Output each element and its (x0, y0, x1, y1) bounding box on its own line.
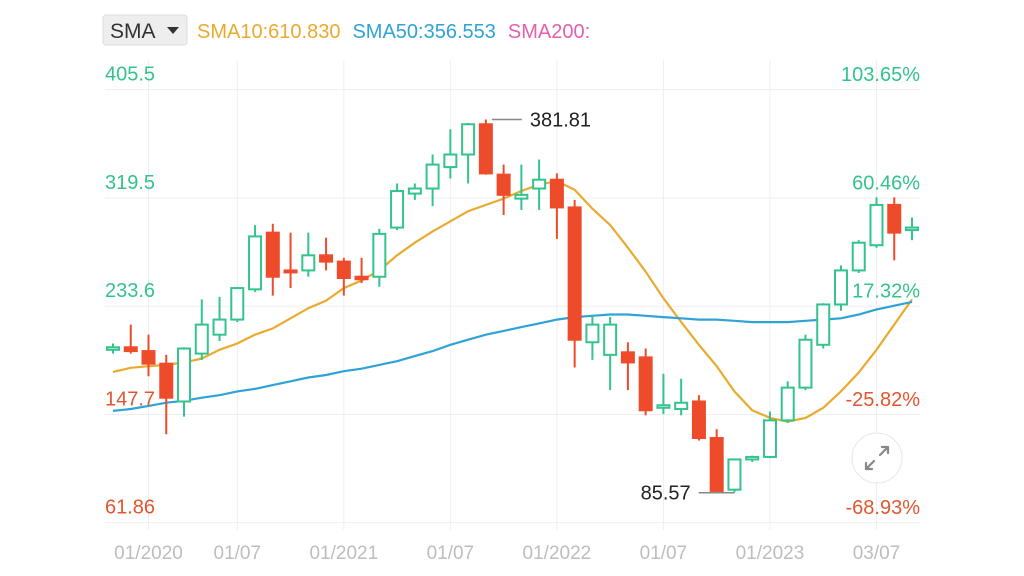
dropdown-bg[interactable] (102, 14, 188, 46)
expand-button[interactable] (851, 432, 903, 484)
grid (105, 60, 920, 530)
x-tick-label: 01/2021 (309, 543, 378, 564)
x-tick-label: 01/2022 (523, 543, 592, 564)
candle-body (319, 254, 334, 263)
candle-body (638, 356, 653, 412)
candle-body (283, 269, 298, 274)
y-tick-label: 233.6 (105, 280, 155, 302)
candle-body (194, 323, 209, 355)
candle-body (869, 203, 884, 247)
labels: 405.5 319.5 233.6 147.7 61.86 103.65% 60.46% 17… (105, 64, 920, 564)
candle-body (709, 437, 724, 492)
candle-body (603, 323, 618, 356)
candle-body (727, 458, 742, 491)
y-tick-label: 405.5 (105, 64, 155, 86)
candle-body (123, 346, 138, 353)
candle-body (141, 350, 156, 365)
candle-body (532, 178, 547, 190)
candle-body (354, 275, 369, 281)
candle-body (390, 190, 405, 229)
candle-body (514, 193, 529, 200)
sma-line (112, 179, 913, 423)
candle-body (443, 153, 458, 169)
candles (106, 119, 919, 493)
x-tick-label: 01/2023 (736, 543, 805, 564)
legend-entry: SMA200: (508, 21, 590, 43)
y-tick-label: 319.5 (105, 172, 155, 194)
expand-bg[interactable] (851, 432, 903, 484)
candle-body (762, 419, 777, 458)
y-tick-label: 147.7 (105, 388, 155, 410)
candle-body (798, 338, 813, 389)
candle-body (407, 187, 422, 195)
y2-tick-label: 60.46% (852, 172, 920, 194)
candle-body (230, 287, 245, 321)
y2-tick-label: -68.93% (846, 497, 921, 519)
indicator-lines (112, 179, 913, 423)
candle-body (887, 203, 902, 234)
candle-body (780, 386, 795, 422)
x-tick-label: 01/2020 (114, 543, 183, 564)
candle-body (248, 235, 263, 291)
y-tick-label: 61.86 (105, 497, 155, 519)
candle-body (567, 206, 582, 341)
candle-body (691, 400, 706, 440)
candle-body (585, 323, 600, 344)
y2-tick-label: -25.82% (846, 389, 921, 411)
candle-body (745, 455, 760, 461)
candle-body (177, 347, 192, 403)
candle-body (620, 351, 635, 364)
legend-entry: SMA10:610.830 (197, 21, 340, 43)
dropdown-label[interactable]: SMA (110, 20, 156, 43)
candle-body (461, 123, 476, 156)
x-tick-label: 01/07 (427, 543, 475, 564)
legend: SMA10:610.830 SMA50:356.553 SMA200: (197, 21, 590, 43)
candle-body (159, 362, 174, 399)
expand-icon[interactable] (864, 445, 890, 471)
candle-body (372, 232, 387, 278)
x-tick-label: 01/07 (214, 543, 262, 564)
candle-body (851, 241, 866, 272)
candle-body (212, 318, 227, 336)
candle-body (656, 404, 671, 409)
y2-tick-label: 17.32% (852, 281, 920, 303)
candle-body (905, 226, 919, 232)
candle-body (674, 401, 689, 411)
legend-entry: SMA50:356.553 (352, 21, 495, 43)
indicator-dropdown[interactable]: SMA (102, 14, 188, 46)
y2-tick-label: 103.65% (841, 64, 920, 86)
x-tick-label: 01/07 (640, 543, 688, 564)
dropdown-caret[interactable] (167, 27, 179, 34)
x-tick-label: 03/07 (853, 543, 901, 564)
candle-body (816, 303, 831, 346)
candle-body (425, 163, 440, 190)
sma-line (112, 300, 913, 412)
candle-body (833, 269, 848, 306)
candle-body (478, 123, 493, 175)
candle-body (496, 173, 511, 196)
candle-body (301, 254, 316, 272)
min-label: 85.57 (641, 483, 691, 505)
candle-body (106, 346, 120, 351)
max-label: 381.81 (530, 109, 591, 131)
candle-body (549, 178, 564, 209)
candle-body (336, 260, 351, 279)
candle-body (265, 231, 280, 278)
